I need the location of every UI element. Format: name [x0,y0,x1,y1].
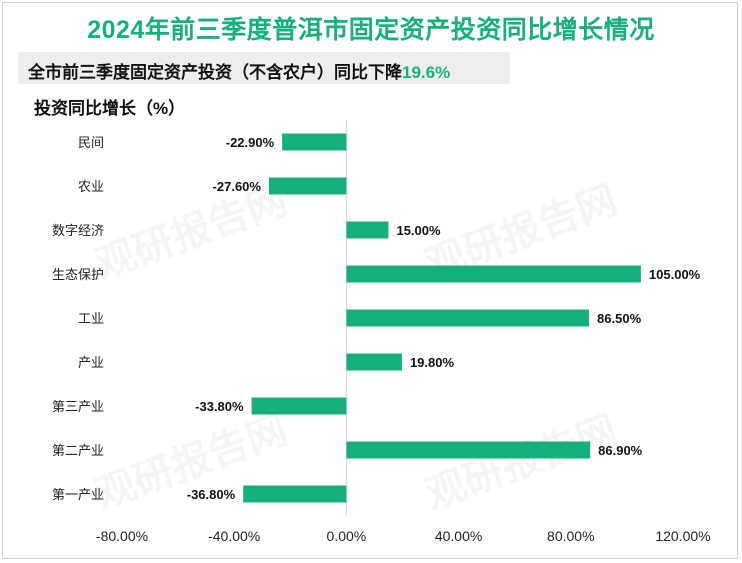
category-label: 农业 [78,179,104,194]
bar [346,221,389,239]
data-label: 86.90% [598,443,643,458]
subtitle-value: 19.6% [402,63,451,82]
bar [346,441,591,459]
category-label: 民间 [78,135,104,150]
x-tick-label: 40.00% [435,528,482,544]
category-label: 第二产业 [52,443,104,458]
bar [268,177,347,195]
x-tick-label: 120.00% [655,528,710,544]
data-label: -27.60% [213,179,262,194]
data-label: -33.80% [195,399,244,414]
data-label: 86.50% [597,311,642,326]
bar [346,265,641,283]
bar [251,397,347,415]
category-label: 第三产业 [52,399,104,414]
data-label: 105.00% [649,267,701,282]
x-tick-label: -80.00% [96,528,148,544]
category-label: 生态保护 [52,267,104,282]
bar [282,133,347,151]
bar [346,353,402,371]
subtitle-text: 全市前三季度固定资产投资（不含农户）同比下降 [28,63,402,82]
category-label: 第一产业 [52,487,104,502]
data-label: -36.80% [187,487,236,502]
data-label: 15.00% [396,223,441,238]
data-label: 19.80% [410,355,455,370]
category-label: 数字经济 [52,223,104,238]
x-tick-label: -40.00% [208,528,260,544]
subtitle: 全市前三季度固定资产投资（不含农户）同比下降19.6% [28,58,450,83]
category-label: 工业 [78,311,104,326]
chart-title: 2024年前三季度普洱市固定资产投资同比增长情况 [87,16,655,44]
x-tick-label: 80.00% [547,528,594,544]
bar [243,485,347,503]
data-label: -22.90% [226,135,275,150]
category-label: 产业 [78,355,104,370]
x-tick-label: 0.00% [327,528,367,544]
y-axis-label: 投资同比增长（%） [34,99,186,118]
bar [346,309,590,327]
subtitle-box [18,52,510,84]
